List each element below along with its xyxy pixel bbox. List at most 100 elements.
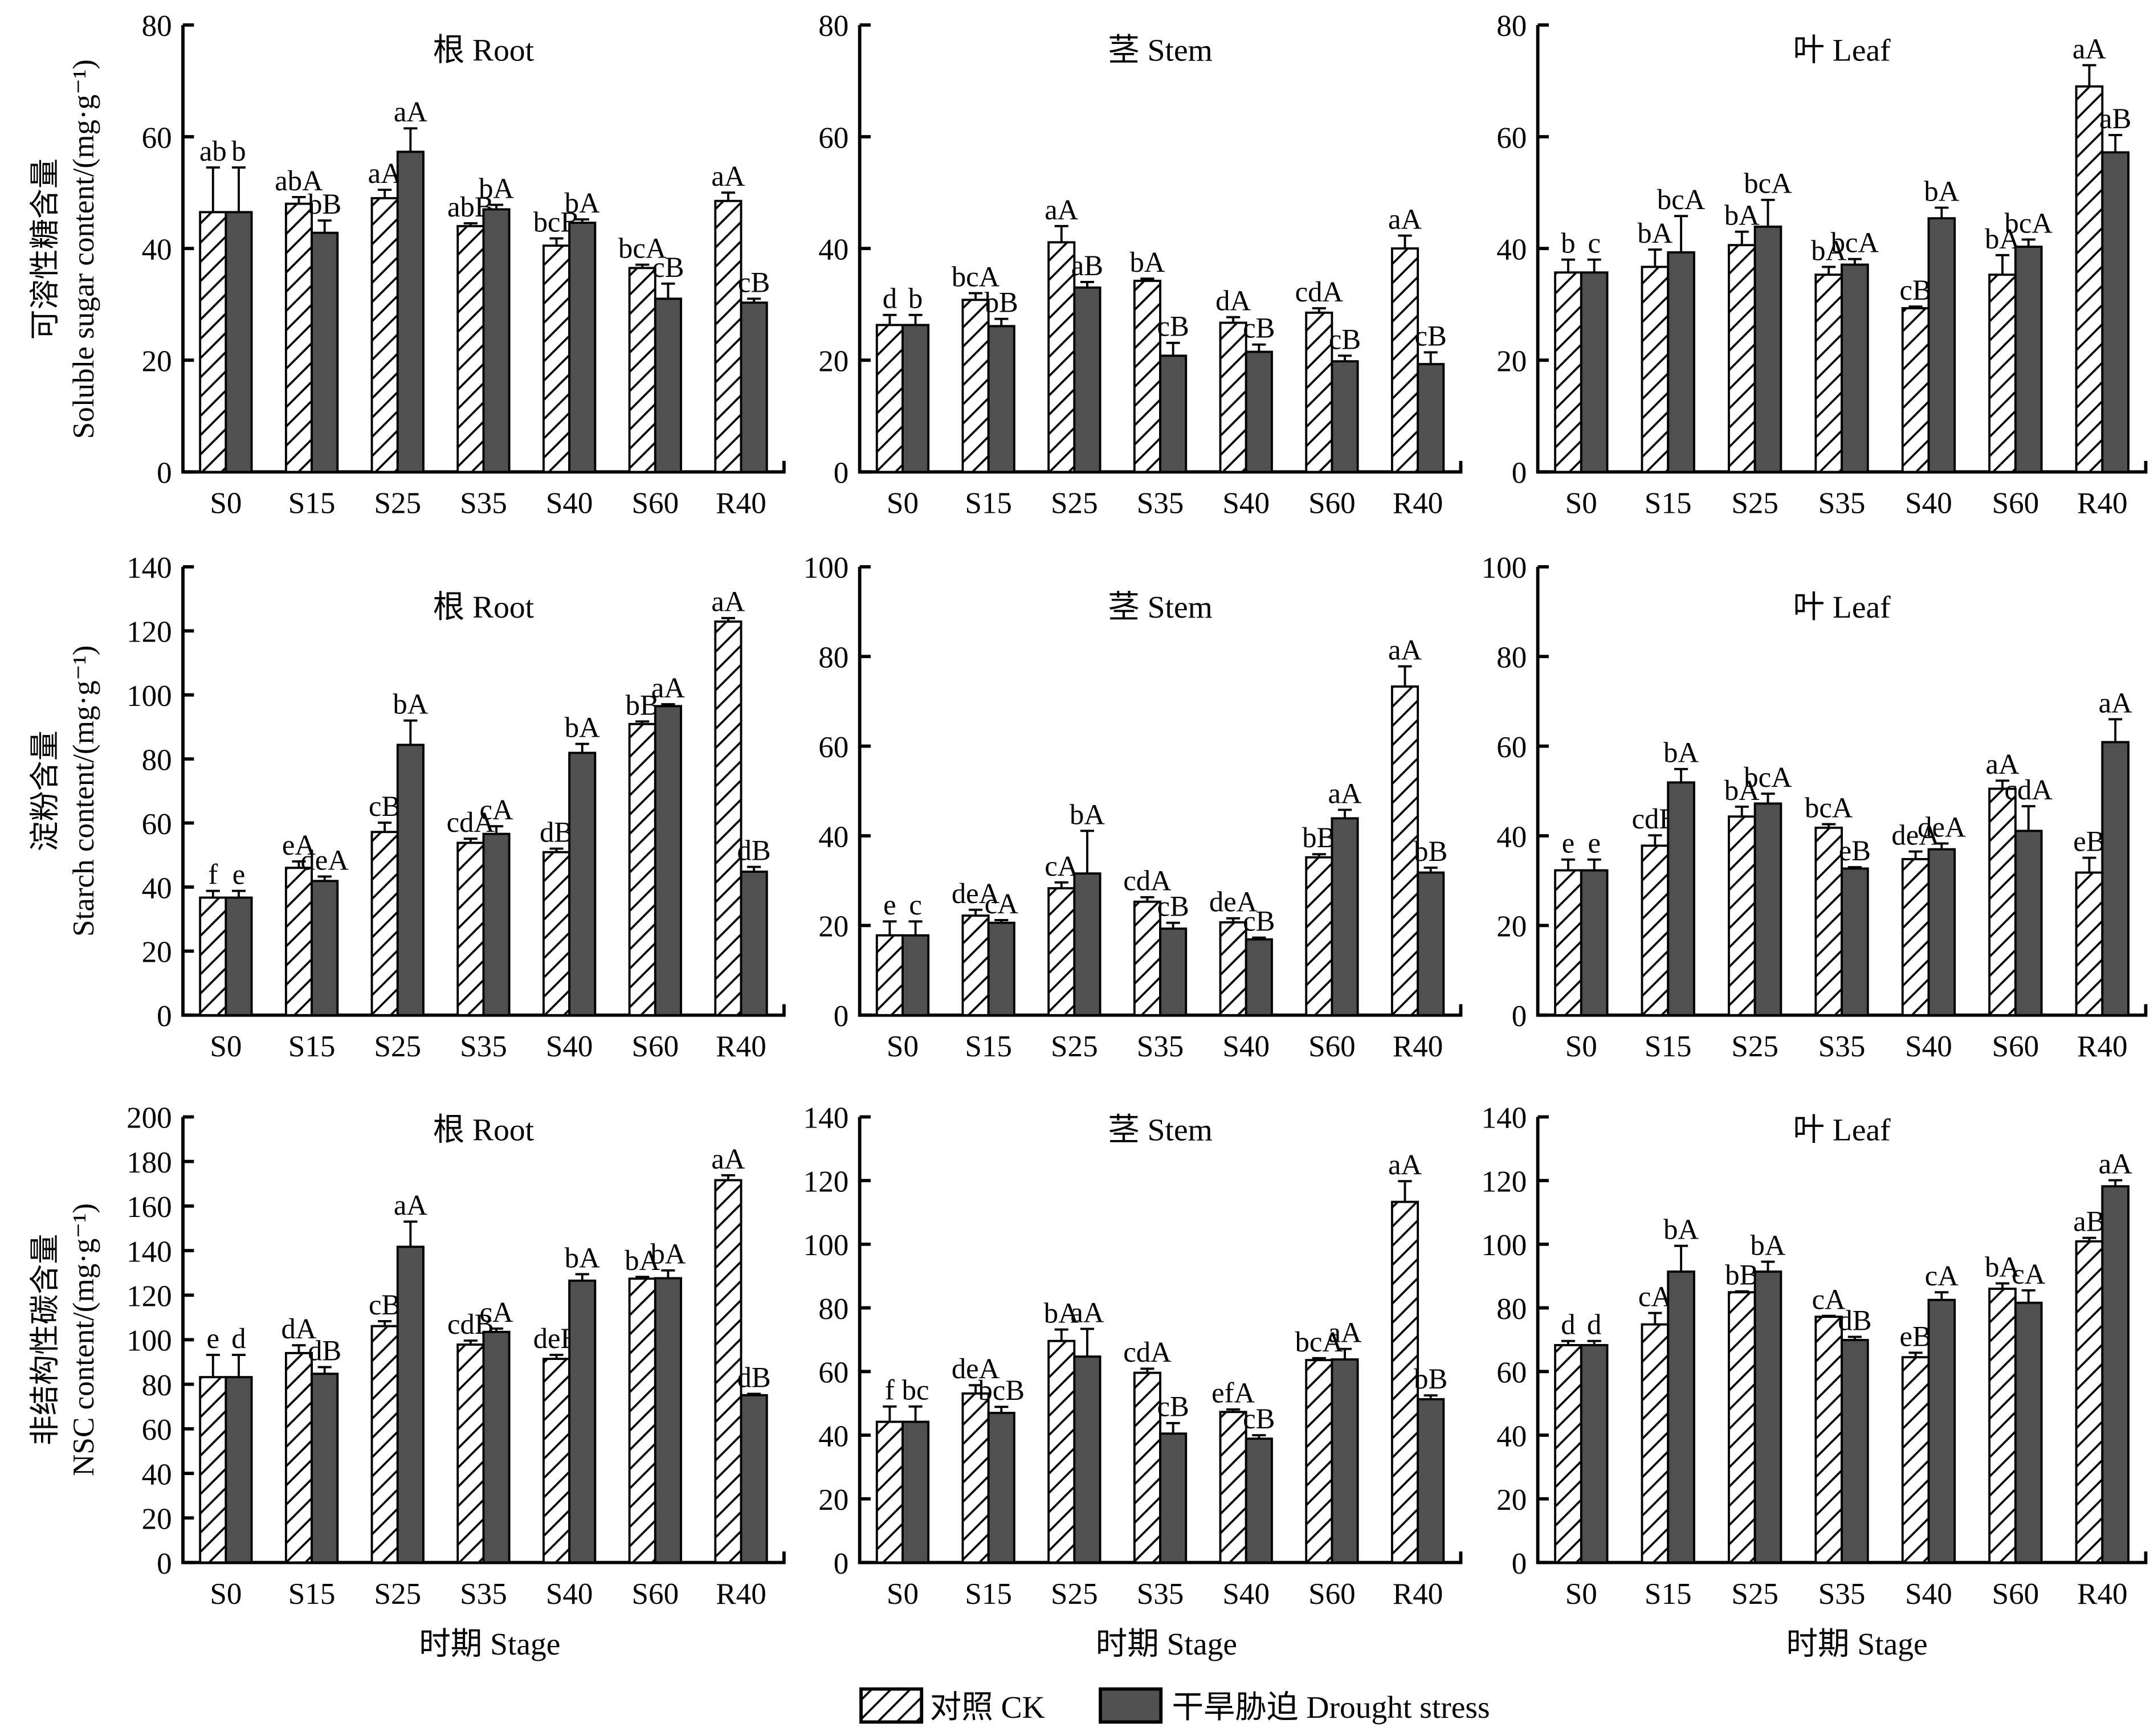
significance-label: b [1561, 227, 1575, 259]
x-tick-label: S40 [546, 1030, 593, 1063]
y-tick-label: 20 [1496, 1484, 1527, 1517]
y-tick-label: 100 [1482, 1229, 1527, 1262]
bar-drought [1159, 1432, 1188, 1564]
y-tick-label: 20 [1496, 910, 1527, 943]
y-tick-label: 80 [818, 642, 848, 675]
significance-label: aA [1328, 777, 1361, 809]
significance-label: dB [540, 816, 573, 848]
bar-ck [1305, 1359, 1333, 1564]
bar-drought [1245, 938, 1273, 1016]
y-tick-label: 140 [127, 1235, 172, 1268]
panel-title: 叶 Leaf [1793, 34, 1891, 68]
bar-ck [1728, 244, 1756, 473]
y-tick-label: 40 [1496, 820, 1527, 853]
significance-label: aA [1985, 748, 2019, 780]
bar-ck [1641, 1323, 1670, 1564]
x-tick-label: S40 [1222, 487, 1270, 520]
bar-ck [1901, 1356, 1930, 1564]
significance-label: cB [369, 1289, 401, 1321]
significance-label: eB [2073, 826, 2105, 857]
x-tick-label: R40 [716, 1578, 766, 1611]
y-tick-label: 20 [142, 345, 172, 378]
bar-ck [542, 851, 571, 1016]
significance-label: bB [1302, 822, 1336, 853]
significance-label: aB [2073, 1206, 2105, 1237]
xlabel-stage-col0: 时期 Stage [419, 1627, 560, 1662]
significance-label: e [1562, 827, 1575, 859]
x-tick-label: S35 [1137, 487, 1184, 520]
significance-label: abA [275, 165, 323, 197]
bar-drought [1073, 286, 1102, 473]
significance-label: aA [2099, 1147, 2132, 1179]
x-tick-label: S15 [965, 487, 1012, 520]
y-tick-label: 0 [834, 1547, 849, 1580]
bar-drought [396, 744, 425, 1016]
bar-ck [961, 914, 990, 1016]
x-tick-label: S15 [288, 1578, 336, 1611]
significance-label: bA [1044, 1297, 1079, 1329]
significance-label: b [908, 283, 923, 314]
bar-ck [1901, 307, 1930, 473]
x-tick-label: S15 [965, 1030, 1012, 1063]
bar-drought [1159, 354, 1188, 473]
significance-label: bcA [1805, 791, 1853, 823]
significance-label: bcA [952, 260, 1000, 292]
bar-drought [1580, 1343, 1609, 1564]
significance-label: cB [1157, 311, 1189, 342]
x-tick-label: S0 [887, 1030, 919, 1063]
bar-ck [1390, 685, 1419, 1016]
y-tick-label: 60 [1496, 1357, 1527, 1390]
x-tick-label: S25 [1051, 1578, 1098, 1611]
bar-drought [987, 921, 1015, 1016]
significance-label: bcA [1744, 761, 1792, 793]
bar-ck [961, 1392, 990, 1564]
legend-swatch-drought [1099, 1687, 1163, 1724]
y-tick-label: 80 [818, 1293, 848, 1326]
y-tick-label: 200 [127, 1102, 172, 1135]
x-tick-label: S60 [1308, 487, 1356, 520]
x-tick-label: S15 [288, 487, 336, 520]
significance-label: c [1588, 227, 1601, 259]
y-tick-label: 40 [818, 1420, 848, 1453]
y-tick-label: 80 [1496, 1293, 1527, 1326]
bar-drought [1331, 817, 1359, 1016]
y-tick-label: 80 [142, 10, 172, 43]
x-tick-label: S40 [1905, 487, 1952, 520]
legend-label-drought: 干旱胁迫 Drought stress [1172, 1690, 1490, 1725]
significance-label: aA [711, 1143, 745, 1175]
significance-label: bcA [1295, 1326, 1344, 1358]
significance-label: e [232, 859, 246, 891]
y-tick-label: 0 [157, 457, 172, 490]
y-tick-label: 40 [142, 233, 172, 266]
x-tick-label: S25 [1731, 487, 1778, 520]
panel-title: 茎 Stem [1108, 1113, 1212, 1147]
bar-ck [1554, 1343, 1582, 1564]
y-tick-label: 140 [803, 1102, 849, 1135]
significance-label: aA [1328, 1317, 1361, 1349]
y-tick-label: 60 [1496, 121, 1527, 154]
bar-drought [1073, 1355, 1102, 1564]
significance-label: bA [1637, 217, 1672, 249]
significance-label: bB [985, 287, 1018, 318]
significance-label: aA [711, 160, 745, 192]
bar-drought [1841, 263, 1869, 473]
significance-label: d [1587, 1309, 1601, 1341]
y-tick-label: 40 [818, 233, 848, 266]
significance-label: aA [1070, 1296, 1104, 1328]
x-tick-label: S15 [965, 1578, 1012, 1611]
significance-label: cA [480, 1296, 513, 1328]
significance-label: bB [308, 188, 341, 220]
x-tick-label: S0 [1565, 1578, 1597, 1611]
significance-label: e [1588, 827, 1601, 859]
significance-label: dA [1215, 285, 1251, 317]
significance-label: deA [952, 1353, 1000, 1384]
significance-label: dB [737, 834, 771, 866]
x-tick-label: S15 [1645, 1030, 1692, 1063]
x-tick-label: S40 [1905, 1030, 1952, 1063]
y-tick-label: 0 [834, 1000, 849, 1033]
x-tick-label: S60 [1308, 1030, 1356, 1063]
y-tick-label: 40 [1496, 233, 1527, 266]
y-tick-label: 20 [142, 1503, 172, 1536]
